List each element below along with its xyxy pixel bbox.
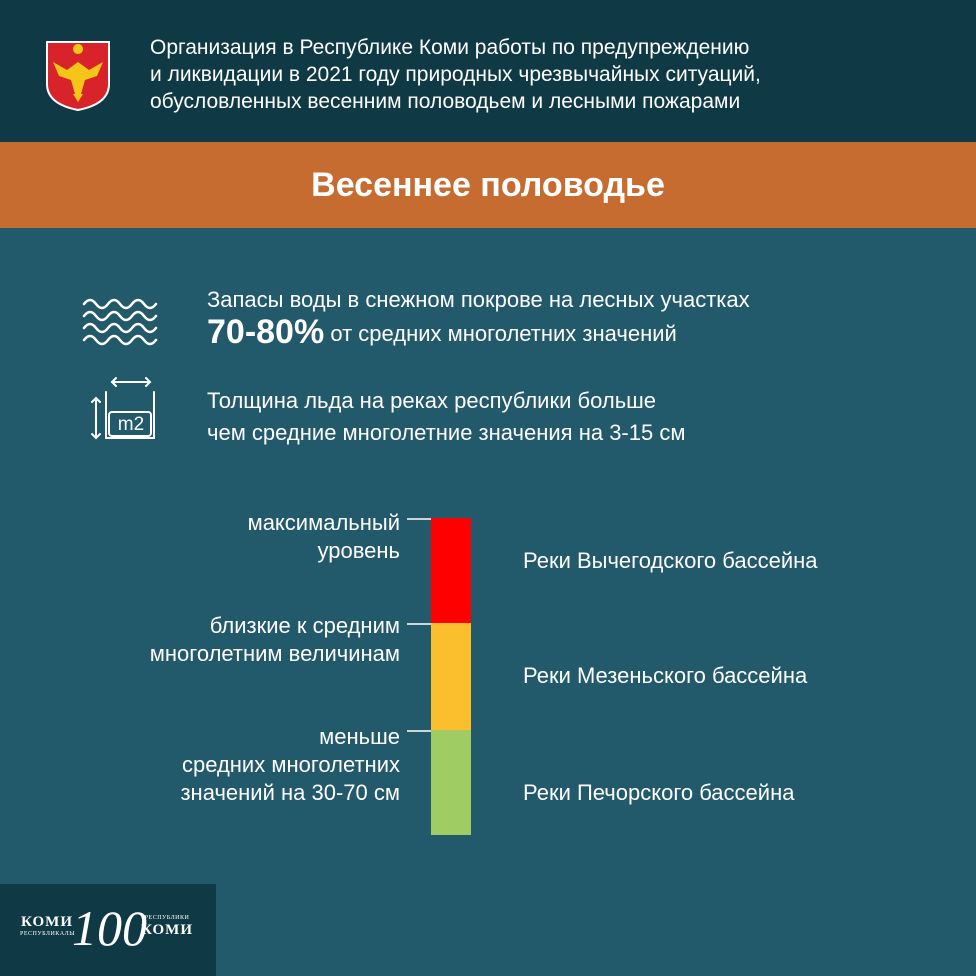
title-line: и ликвидации в 2021 году природных чрезв…: [150, 63, 761, 86]
area-m2-graphic: [91, 377, 155, 440]
logo-small-text: РЕСПУБЛИКИ: [144, 915, 190, 921]
fact-line: Запасы воды в снежном покрове на лесных …: [207, 287, 750, 312]
fact-line-rest: от средних многолетних значений: [330, 321, 677, 346]
header: Организация в Республике Коми работы по …: [0, 0, 976, 142]
fact-snow-water: Запасы воды в снежном покрове на лесных …: [207, 284, 750, 350]
level-bar-max: [431, 518, 471, 623]
level-label-line: меньше: [319, 724, 400, 749]
level-bar-below: [431, 730, 471, 835]
title-line: Организация в Республике Коми работы по …: [150, 36, 750, 59]
water-waves-icon: [82, 298, 158, 346]
level-label-line: средних многолетних: [181, 752, 400, 777]
level-tick: [407, 518, 433, 520]
section-banner: Весеннее половодье: [0, 142, 976, 228]
level-label-line: многолетним величинам: [149, 641, 400, 666]
level-label-line: значений на 30-70 см: [180, 780, 400, 805]
basin-mezen: Реки Мезеньского бассейна: [523, 663, 808, 688]
section-title: Весеннее половодье: [311, 166, 665, 204]
logo-number: 100: [72, 900, 147, 956]
area-m2-label: m2: [117, 414, 145, 435]
fact-line: чем средние многолетние значения на 3-15…: [207, 420, 686, 445]
level-tick: [407, 623, 433, 625]
basin-vychegda: Реки Вычегодского бассейна: [523, 548, 818, 573]
fact-line: 70-80% от средних многолетних значений: [207, 313, 750, 351]
level-label-average: близкие к средним многолетним величинам: [150, 612, 400, 668]
logo-word: КОМИ: [21, 914, 73, 930]
level-label-below: меньше средних многолетних значений на 3…: [180, 723, 400, 807]
title-line: обусловленных весенним половодьем и лесн…: [150, 90, 741, 113]
area-m2-icon: m2: [80, 372, 160, 444]
logo-right-block: РЕСПУБЛИКИ КОМИ: [138, 914, 196, 938]
logo-small-text: РЕСПУБЛИКАЛЫ: [20, 931, 75, 937]
basin-pechora: Реки Печорского бассейна: [523, 780, 795, 805]
komi-coat-of-arms-icon: [46, 41, 110, 112]
level-label-max: максимальный уровень: [248, 509, 400, 565]
level-label-line: уровень: [317, 538, 400, 563]
level-label-line: близкие к средним: [209, 613, 400, 638]
fact-line: Толщина льда на реках республики больше: [207, 388, 657, 413]
fact-ice-thickness: Толщина льда на реках республики больше …: [207, 385, 685, 449]
logo-word: КОМИ: [141, 922, 193, 938]
logo-left-block: КОМИ РЕСПУБЛИКАЛЫ: [20, 914, 74, 938]
highlight-percent: 70-80%: [207, 313, 325, 351]
komi-100-logo: КОМИ РЕСПУБЛИКАЛЫ 100 РЕСПУБЛИКИ КОМИ: [0, 884, 216, 976]
level-bar-average: [431, 623, 471, 730]
level-label-line: максимальный: [247, 510, 400, 535]
page-title: Организация в Республике Коми работы по …: [150, 34, 950, 115]
level-tick: [407, 730, 433, 732]
